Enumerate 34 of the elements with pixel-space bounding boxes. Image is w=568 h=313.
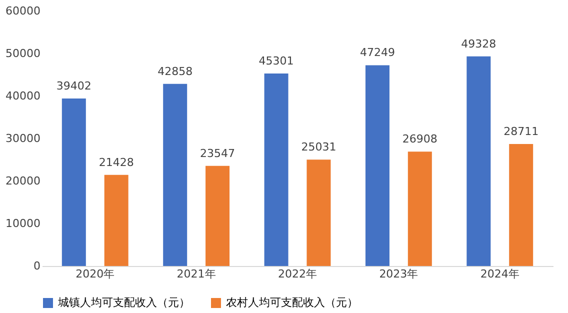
x-tick-label: 2023年 [379, 268, 418, 280]
bar [509, 144, 534, 266]
bar [365, 65, 390, 266]
x-tick-label: 2020年 [76, 268, 115, 280]
data-label: 47249 [360, 46, 395, 60]
legend-label: 城镇人均可支配收入（元） [57, 296, 190, 309]
y-tick-label: 40000 [6, 90, 40, 102]
bar [206, 166, 230, 266]
bar [466, 56, 491, 266]
data-label: 25031 [301, 140, 336, 154]
bar [163, 84, 188, 266]
data-label: 39402 [56, 80, 92, 93]
y-tick-label: 20000 [6, 174, 40, 188]
y-tick-label: 30000 [6, 132, 40, 145]
bar [408, 152, 432, 266]
bar [264, 73, 288, 266]
data-label: 23547 [200, 146, 236, 160]
legend-label: 农村人均可支配收入（元） [226, 296, 358, 309]
bar [104, 174, 128, 266]
data-label: 21428 [98, 156, 134, 169]
y-tick-label: 10000 [6, 217, 40, 230]
data-label: 49328 [461, 37, 496, 50]
y-tick-label: 60000 [6, 4, 40, 18]
data-label: 45301 [258, 54, 294, 68]
data-label: 26908 [402, 132, 438, 146]
x-tick-label: 2022年 [278, 268, 317, 280]
bar [62, 98, 86, 266]
data-label: 42858 [158, 64, 193, 78]
x-tick-label: 2021年 [176, 268, 216, 280]
bar [306, 160, 331, 266]
y-tick-label: 50000 [6, 47, 40, 60]
data-label: 28711 [504, 124, 539, 138]
x-tick-label: 2024年 [480, 268, 520, 280]
y-tick-label: 0 [34, 260, 40, 272]
